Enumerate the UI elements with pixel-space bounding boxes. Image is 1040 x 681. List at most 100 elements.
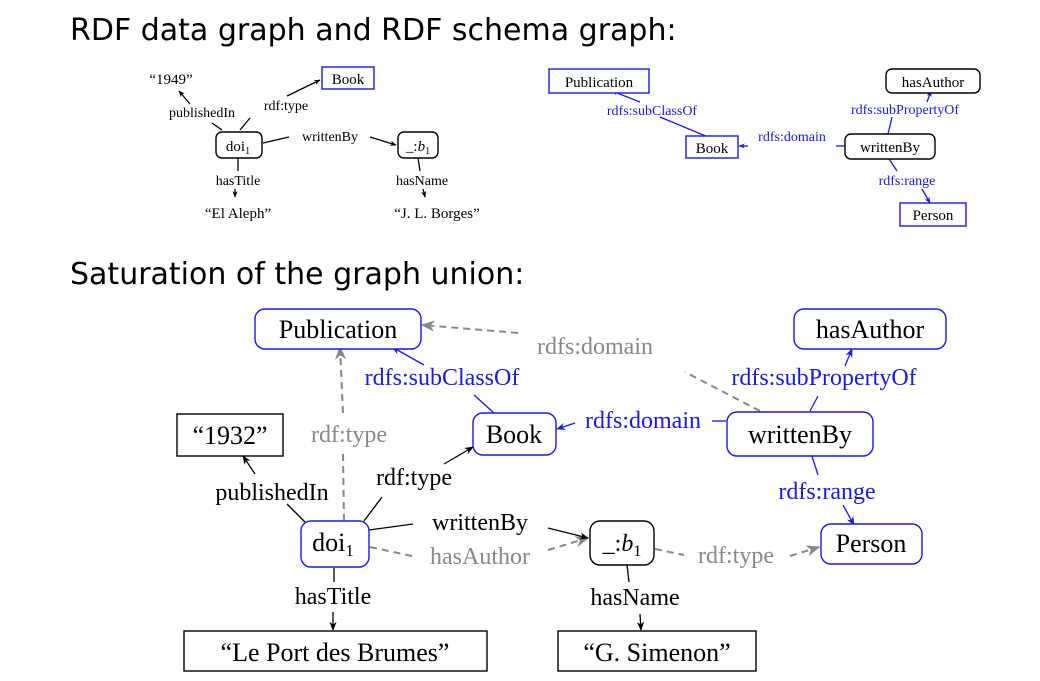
data-node-doi: doi1 [226, 139, 250, 157]
data-edge-rdf-type-lower [239, 117, 251, 131]
data-label-has-title: hasTitle [216, 174, 261, 189]
data-label-published-in: publishedIn [169, 106, 235, 121]
schema-edge-subproperty-lower [887, 116, 893, 135]
schema-node-person-box [899, 202, 967, 227]
sat-edge-published-in-upper [242, 455, 256, 475]
data-node-blank: _:b1 [405, 139, 430, 157]
sat-edge-range-upper [811, 455, 819, 476]
data-node-title: “El Aleph” [205, 206, 271, 222]
sat-edge-subclass-upper [391, 346, 425, 366]
sat-label-has-title: hasTitle [295, 584, 371, 610]
schema-edge-subclass-lower [659, 116, 709, 138]
sat-node-blank-box [589, 520, 655, 566]
data-graph: “1949” Book doi1 _:b1 “El Aleph” “J. L. … [149, 66, 480, 222]
sat-edge-type-inferred-upper [334, 345, 347, 414]
schema-label-subproperty-of: rdfs:subPropertyOf [851, 103, 959, 118]
data-edge-published-in-upper [178, 90, 191, 105]
schema-edge-range-upper [888, 158, 898, 172]
sat-node-person: Person [836, 529, 907, 558]
sat-label-rdf-type-person: rdf:type [698, 543, 774, 569]
sat-node-year-box [176, 413, 284, 457]
data-edge-written-by-left [262, 136, 290, 144]
schema-node-has-author: hasAuthor [902, 75, 965, 91]
schema-node-book-box [685, 135, 739, 159]
sat-label-domain-inferred: rdfs:domain [537, 334, 653, 360]
sat-label-rdf-type: rdf:type [376, 465, 452, 491]
data-label-written-by: writtenBy [302, 130, 358, 145]
schema-node-has-author-box [885, 68, 981, 94]
data-node-doi-box [215, 131, 263, 159]
sat-node-doi: doi1 [312, 528, 354, 560]
schema-edge-range-lower [921, 188, 931, 204]
sat-edge-rdf-type-upper [443, 446, 474, 465]
data-label-rdf-type: rdf:type [264, 99, 308, 114]
data-node-book-box [321, 66, 375, 90]
data-edge-rdf-type-upper [286, 79, 321, 97]
sat-node-author-box [557, 630, 757, 672]
heading-saturation: Saturation of the graph union: [70, 257, 524, 292]
sat-label-has-name: hasName [590, 585, 679, 611]
sat-edge-range-lower [842, 504, 855, 526]
schema-node-written-by-box [844, 133, 936, 160]
sat-node-book: Book [486, 420, 542, 449]
data-node-blank-box [397, 131, 439, 159]
sat-label-published-in: publishedIn [215, 480, 328, 506]
sat-edge-rdf-type-lower [363, 496, 383, 522]
schema-node-publication-box [548, 68, 650, 94]
data-edge-published-in-lower [211, 122, 223, 131]
sat-edge-has-name-lower [636, 613, 645, 631]
sat-edge-domain-inferred-a [684, 371, 761, 412]
sat-node-author: “G. Simenon” [583, 638, 730, 667]
sat-edge-subproperty-lower [809, 395, 819, 412]
sat-label-range: rdfs:range [778, 479, 875, 505]
sat-edge-subclass-lower [473, 394, 495, 414]
sat-node-title: “Le Port des Brumes” [221, 638, 450, 667]
heading-graphs: RDF data graph and RDF schema graph: [70, 13, 677, 48]
sat-edge-subproperty-upper [844, 348, 853, 367]
sat-edge-written-by-right [547, 527, 589, 540]
sat-label-subclass-of: rdfs:subClassOf [365, 365, 520, 391]
saturated-graph: Publication hasAuthor “1932” Book writte… [176, 308, 947, 672]
schema-label-domain: rdfs:domain [758, 130, 826, 145]
data-node-book: Book [332, 72, 365, 88]
sat-label-written-by: writtenBy [432, 510, 528, 536]
schema-graph: Publication Book hasAuthor writtenBy Per… [548, 68, 981, 227]
sat-label-has-author-inferred: hasAuthor [430, 544, 530, 570]
sat-edge-has-author-right [547, 536, 590, 551]
sat-edge-published-in-lower [286, 503, 306, 523]
sat-node-publication: Publication [279, 315, 397, 344]
data-node-author: “J. L. Borges” [394, 206, 480, 222]
sat-label-rdf-type-inferred: rdf:type [311, 422, 387, 448]
schema-label-range: rdfs:range [879, 174, 936, 189]
sat-label-domain: rdfs:domain [585, 408, 701, 434]
sat-node-year: “1932” [192, 421, 267, 450]
data-edge-has-name-lower [421, 188, 427, 198]
schema-node-written-by: writtenBy [860, 140, 920, 156]
sat-node-written-by-box [726, 411, 874, 457]
data-node-year: “1949” [149, 72, 192, 88]
sat-edge-person-type-left [654, 548, 685, 556]
sat-edge-domain-inferred-b [420, 320, 519, 334]
sat-edge-person-type-right [789, 545, 821, 557]
sat-node-has-author-box [793, 308, 947, 350]
sat-node-has-author: hasAuthor [816, 315, 925, 344]
sat-node-doi-box [300, 520, 370, 568]
sat-edge-has-name-upper [626, 564, 630, 583]
data-label-has-name: hasName [396, 174, 448, 189]
sat-node-publication-box [254, 308, 422, 350]
sat-edge-written-by-left [368, 523, 414, 531]
schema-node-person: Person [913, 208, 954, 224]
data-edge-has-name-upper [417, 157, 421, 172]
schema-label-subclass-of: rdfs:subClassOf [607, 104, 698, 119]
sat-node-blank: _:b1 [602, 531, 642, 560]
sat-node-person-box [820, 523, 923, 565]
sat-node-book-box [472, 412, 557, 456]
data-edge-written-by-right [369, 136, 397, 146]
sat-node-title-box [183, 630, 488, 672]
sat-edge-type-inferred-lower [342, 453, 345, 522]
sat-label-subproperty-of: rdfs:subPropertyOf [731, 365, 916, 391]
sat-edge-has-author-left [369, 546, 413, 557]
sat-node-written-by: writtenBy [748, 420, 852, 449]
schema-node-publication: Publication [565, 75, 634, 91]
